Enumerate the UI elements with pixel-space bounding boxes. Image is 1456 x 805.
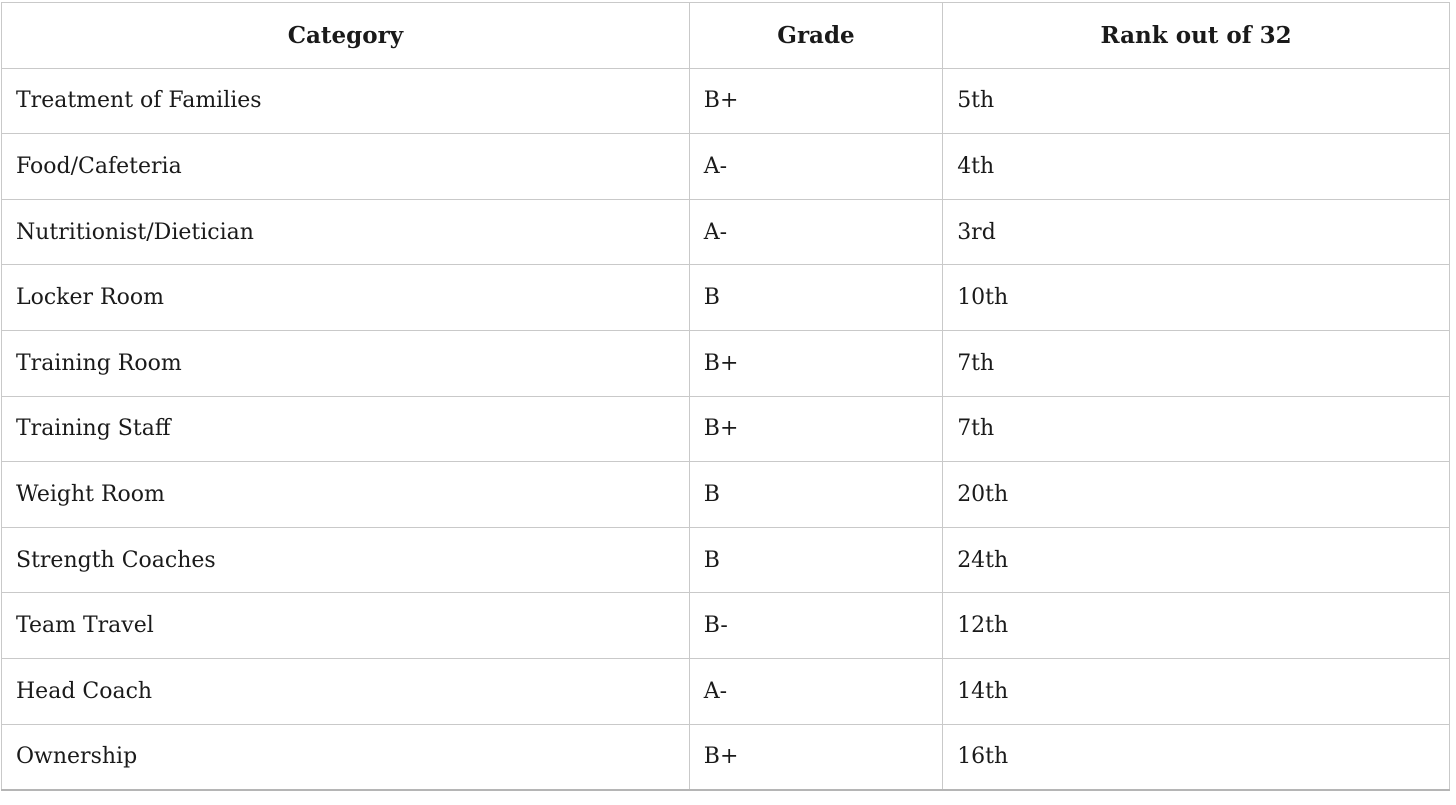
- category-cell: Weight Room: [1, 461, 690, 528]
- table-header: Category Grade Rank out of 32: [1, 2, 1450, 69]
- rank-cell: 12th: [942, 592, 1450, 659]
- rank-cell: 20th: [942, 461, 1450, 528]
- category-cell: Ownership: [1, 723, 690, 791]
- team-grades-table: Category Grade Rank out of 32 Treatment …: [1, 2, 1450, 791]
- grade-cell: B-: [688, 592, 944, 659]
- rank-cell: 7th: [942, 395, 1450, 463]
- table-row: Weight Room B 20th: [1, 461, 1450, 528]
- rank-cell: 7th: [942, 329, 1450, 397]
- table-row: Food/Cafeteria A- 4th: [1, 133, 1450, 200]
- table-body: Treatment of Families B+ 5th Food/Cafete…: [1, 67, 1450, 791]
- table-row: Ownership B+ 16th: [1, 723, 1450, 791]
- rank-cell: 16th: [942, 723, 1450, 791]
- grade-cell: B+: [688, 329, 944, 397]
- rank-cell: 10th: [942, 264, 1450, 331]
- rank-cell: 5th: [942, 67, 1450, 135]
- grade-cell: A-: [688, 198, 944, 266]
- category-cell: Strength Coaches: [1, 526, 690, 594]
- column-header-category: Category: [1, 2, 690, 69]
- grade-cell: A-: [688, 657, 944, 725]
- grade-cell: A-: [688, 133, 944, 200]
- column-header-rank: Rank out of 32: [942, 2, 1450, 69]
- table-row: Locker Room B 10th: [1, 264, 1450, 331]
- category-cell: Food/Cafeteria: [1, 133, 690, 200]
- category-cell: Head Coach: [1, 657, 690, 725]
- rank-cell: 4th: [942, 133, 1450, 200]
- header-row: Category Grade Rank out of 32: [1, 2, 1450, 69]
- category-cell: Nutritionist/Dietician: [1, 198, 690, 266]
- category-cell: Training Staff: [1, 395, 690, 463]
- category-cell: Training Room: [1, 329, 690, 397]
- grade-cell: B+: [688, 723, 944, 791]
- table-row: Team Travel B- 12th: [1, 592, 1450, 659]
- category-cell: Treatment of Families: [1, 67, 690, 135]
- table-row: Nutritionist/Dietician A- 3rd: [1, 198, 1450, 266]
- grade-cell: B+: [688, 395, 944, 463]
- table-row: Treatment of Families B+ 5th: [1, 67, 1450, 135]
- rank-cell: 14th: [942, 657, 1450, 725]
- grade-cell: B: [688, 526, 944, 594]
- rank-cell: 24th: [942, 526, 1450, 594]
- category-cell: Locker Room: [1, 264, 690, 331]
- category-cell: Team Travel: [1, 592, 690, 659]
- table-row: Training Room B+ 7th: [1, 329, 1450, 397]
- grade-cell: B: [688, 461, 944, 528]
- table-row: Training Staff B+ 7th: [1, 395, 1450, 463]
- rank-cell: 3rd: [942, 198, 1450, 266]
- table-row: Head Coach A- 14th: [1, 657, 1450, 725]
- grade-cell: B+: [688, 67, 944, 135]
- column-header-grade: Grade: [688, 2, 944, 69]
- grade-cell: B: [688, 264, 944, 331]
- table-row: Strength Coaches B 24th: [1, 526, 1450, 594]
